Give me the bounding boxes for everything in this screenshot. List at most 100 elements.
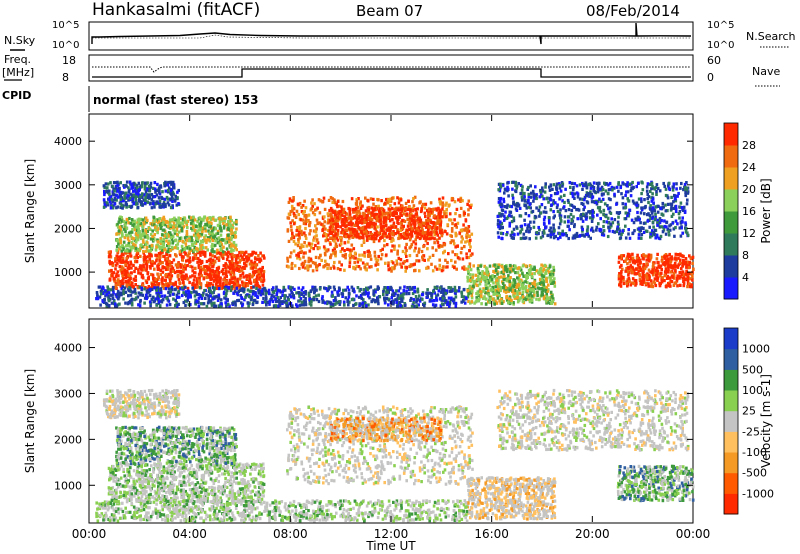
scatter-cell	[383, 201, 387, 205]
scatter-cell	[211, 217, 215, 221]
scatter-cell	[387, 207, 391, 211]
nsky-tick-low: 10^0	[52, 40, 79, 51]
scatter-cell	[202, 246, 205, 250]
scatter-cell	[179, 221, 183, 225]
scatter-cell	[490, 278, 494, 282]
scatter-cell	[216, 223, 220, 227]
scatter-cell	[370, 225, 373, 229]
scatter-cell	[599, 187, 602, 191]
scatter-cell	[234, 246, 237, 250]
scatter-cell	[148, 253, 152, 257]
scatter-cell	[131, 244, 135, 248]
scatter-cell	[312, 229, 316, 233]
scatter-cell	[291, 219, 294, 223]
scatter-cell	[222, 218, 226, 222]
scatter-cell	[230, 238, 233, 242]
scatter-cell	[156, 272, 159, 276]
scatter-cell	[116, 225, 120, 229]
scatter-cell	[154, 225, 157, 229]
scatter-cell	[200, 217, 203, 221]
scatter-cell	[376, 262, 380, 266]
scatter-cell	[500, 221, 504, 226]
scatter-cell	[262, 254, 265, 258]
scatter-cell	[549, 198, 553, 202]
scatter-cell	[327, 233, 330, 237]
scatter-cell	[544, 182, 547, 186]
scatter-cell	[456, 221, 460, 225]
scatter-cell	[230, 270, 234, 274]
scatter-cell	[548, 185, 551, 189]
scatter-cell	[209, 235, 212, 239]
scatter-cell	[213, 250, 216, 254]
scatter-cell	[178, 281, 181, 285]
scatter-cell	[175, 254, 178, 258]
scatter-cell	[206, 248, 209, 252]
scatter-cell	[471, 273, 475, 277]
scatter-cell	[583, 198, 586, 202]
scatter-cell	[478, 277, 482, 281]
scatter-cell	[192, 278, 196, 282]
scatter-cell	[134, 232, 138, 236]
scatter-cell	[435, 267, 439, 271]
scatter-cell	[406, 217, 409, 222]
scatter-cell	[430, 233, 433, 237]
scatter-cell	[441, 266, 444, 271]
scatter-cell	[122, 199, 125, 203]
scatter-cell	[635, 218, 638, 222]
scatter-cell	[445, 208, 448, 212]
scatter-cell	[533, 293, 536, 297]
scatter-cell	[224, 270, 228, 274]
scatter-cell	[176, 262, 180, 266]
scatter-cell	[401, 210, 404, 214]
scatter-cell	[643, 205, 647, 209]
scatter-cell	[225, 263, 229, 267]
scatter-cell	[147, 275, 150, 279]
scatter-cell	[395, 259, 398, 263]
scatter-cell	[210, 272, 213, 276]
scatter-cell	[555, 185, 558, 189]
scatter-cell	[435, 226, 439, 230]
scatter-cell	[500, 275, 503, 279]
scatter-cell	[199, 227, 202, 231]
scatter-cell	[615, 229, 618, 234]
scatter-cell	[204, 225, 207, 229]
scatter-cell	[307, 266, 310, 270]
scatter-cell	[116, 270, 120, 274]
scatter-cell	[594, 200, 598, 205]
scatter-cell	[207, 273, 210, 277]
scatter-cell	[404, 252, 407, 256]
scatter-cell	[238, 260, 241, 264]
scatter-cell	[236, 280, 240, 284]
scatter-cell	[173, 216, 176, 220]
scatter-cell	[684, 221, 687, 225]
scatter-cell	[485, 269, 488, 273]
scatter-cell	[323, 247, 327, 251]
scatter-cell	[436, 221, 439, 225]
scatter-cell	[177, 277, 181, 282]
scatter-cell	[311, 204, 314, 208]
scatter-cell	[131, 246, 135, 250]
scatter-cell	[111, 263, 115, 268]
scatter-cell	[520, 227, 524, 231]
scatter-cell	[419, 224, 423, 228]
scatter-cell	[146, 255, 150, 259]
scatter-cell	[576, 207, 580, 212]
scatter-cell	[329, 206, 333, 211]
scatter-cell	[427, 208, 431, 212]
scatter-cell	[390, 239, 393, 243]
scatter-cell	[443, 249, 446, 253]
scatter-cell	[608, 225, 612, 229]
scatter-cell	[214, 227, 218, 231]
scatter-cell	[584, 181, 588, 185]
scatter-cell	[431, 210, 434, 214]
scatter-cell	[230, 242, 233, 246]
scatter-cell	[114, 193, 118, 197]
scatter-cell	[567, 215, 570, 219]
scatter-cell	[203, 254, 207, 258]
scatter-cell	[438, 263, 442, 267]
scatter-cell	[162, 240, 165, 244]
scatter-cell	[334, 242, 338, 246]
scatter-cell	[116, 180, 119, 184]
scatter-cell	[484, 302, 488, 306]
scatter-cell	[512, 227, 516, 231]
